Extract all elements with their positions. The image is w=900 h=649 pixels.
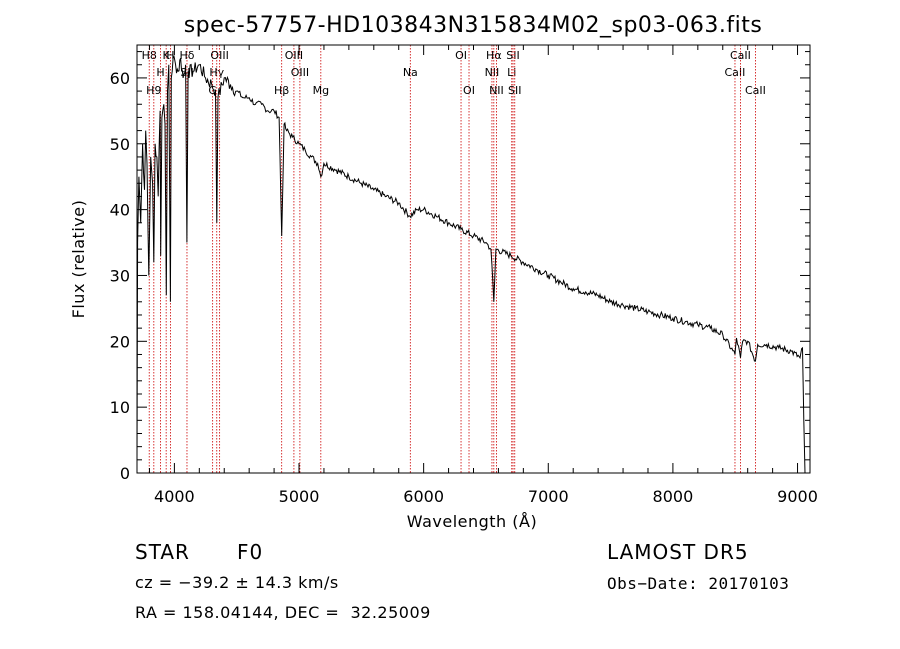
line-marker-label: OI <box>455 49 467 62</box>
x-tick-label: 8000 <box>653 487 694 506</box>
object-subclass: F0 <box>237 540 264 564</box>
y-tick-label: 50 <box>110 135 130 154</box>
line-marker-label: Hδ <box>179 49 194 62</box>
y-tick-label: 30 <box>110 266 130 285</box>
y-tick-label: 40 <box>110 201 130 220</box>
y-axis-label: Flux (relative) <box>69 200 88 319</box>
x-axis-label: Wavelength (Å) <box>407 512 537 531</box>
line-marker-label: Mg <box>313 84 329 97</box>
line-marker-label: OIII <box>291 66 309 79</box>
x-tick-label: 6000 <box>403 487 444 506</box>
line-marker-label: SII <box>508 84 521 97</box>
y-axis: 0 10 20 30 40 50 60 <box>110 51 810 483</box>
line-marker-label: CaII <box>725 66 746 79</box>
x-tick-label: 4000 <box>154 487 195 506</box>
x-tick-label: 9000 <box>777 487 818 506</box>
line-marker-label: H <box>156 66 164 79</box>
x-tick-label: 7000 <box>528 487 569 506</box>
chart-title: spec-57757-HD103843N315834M02_sp03-063.f… <box>184 13 763 38</box>
line-marker-label: Na <box>403 66 418 79</box>
line-marker-label: Hγ <box>209 66 224 79</box>
object-class: STAR <box>135 540 190 564</box>
line-marker-label: OIII <box>285 49 303 62</box>
y-tick-label: 60 <box>110 69 130 88</box>
line-marker-label: Hα <box>486 49 502 62</box>
line-marker-label: SII <box>506 49 519 62</box>
line-marker-label: G <box>208 84 217 97</box>
line-marker-label: OI <box>463 84 475 97</box>
line-marker-label: H8 <box>142 49 157 62</box>
line-marker-label: NII <box>485 66 500 79</box>
survey-name: LAMOST DR5 <box>607 540 749 564</box>
line-marker-label: Li <box>507 66 516 79</box>
line-marker-label: K <box>163 49 171 62</box>
line-marker-label: OIII <box>210 49 228 62</box>
x-tick-label: 5000 <box>279 487 320 506</box>
spectrum-line <box>136 54 806 474</box>
x-axis: 4000 5000 6000 7000 8000 9000 <box>148 45 818 506</box>
observation-date: Obs−Date: 20170103 <box>607 574 790 593</box>
line-marker-label: Hβ <box>274 84 289 97</box>
y-tick-label: 10 <box>110 398 130 417</box>
line-marker-label: CaII <box>730 49 751 62</box>
line-marker-label: H <box>166 49 174 62</box>
line-marker-label: CaII <box>745 84 766 97</box>
plot-frame <box>136 44 811 474</box>
line-marker-label: NII <box>489 84 504 97</box>
y-tick-label: 20 <box>110 332 130 351</box>
coordinates: RA = 158.04144, DEC = 32.25009 <box>135 603 431 622</box>
y-tick-label: 0 <box>120 464 130 483</box>
line-marker-label: H9 <box>146 84 161 97</box>
redshift-velocity: cz = −39.2 ± 14.3 km/s <box>135 573 339 592</box>
spectrum-series <box>136 54 806 474</box>
